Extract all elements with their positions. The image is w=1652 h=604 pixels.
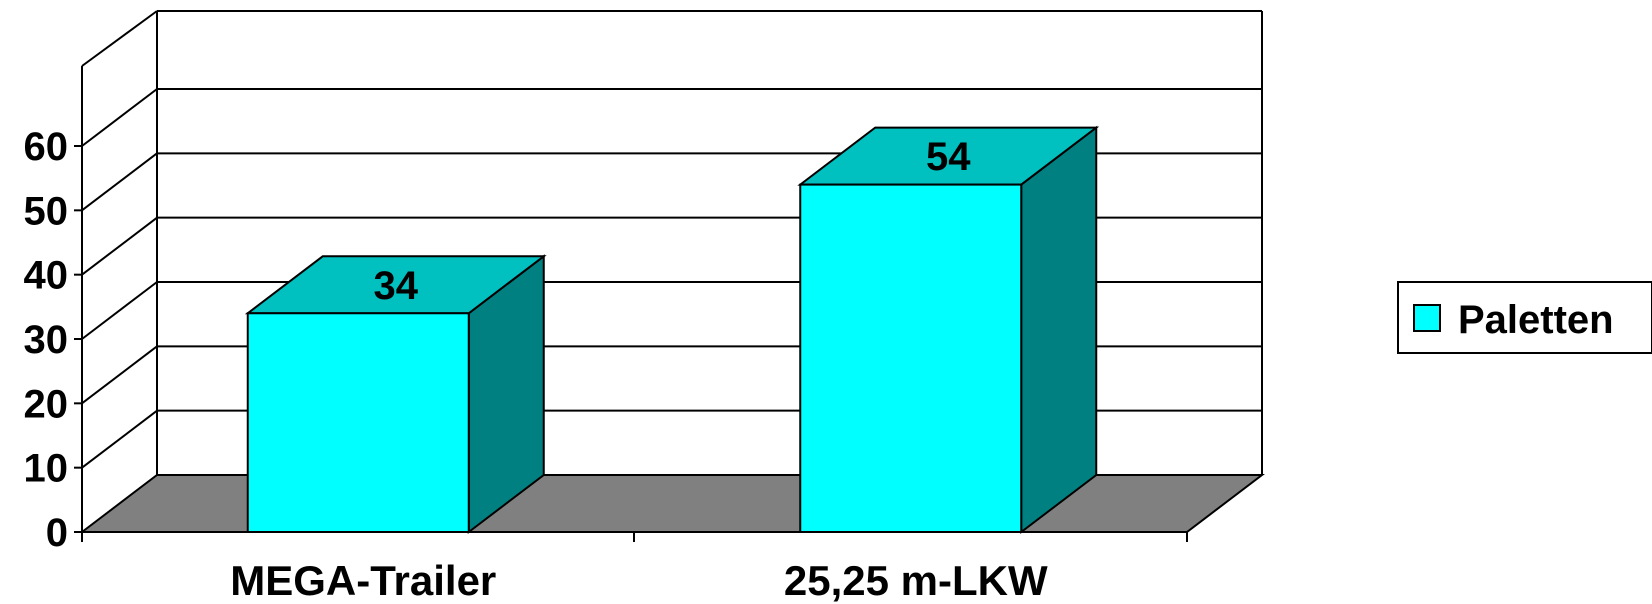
category-label: 25,25 m-LKW bbox=[784, 557, 1048, 604]
bar bbox=[244, 254, 547, 535]
y-axis-ticks: 0 10 20 30 40 50 60 bbox=[24, 125, 82, 555]
data-label: 54 bbox=[926, 135, 971, 179]
y-tick-label: 60 bbox=[24, 125, 69, 169]
data-labels: 34 54 bbox=[374, 135, 972, 308]
y-tick-label: 50 bbox=[24, 189, 69, 233]
y-tick-label: 30 bbox=[24, 318, 69, 362]
gridline-side bbox=[81, 281, 158, 340]
bar-side-face bbox=[1020, 125, 1098, 535]
bar-front-face bbox=[799, 183, 1023, 533]
gridline-side bbox=[81, 345, 158, 405]
legend-label: Paletten bbox=[1458, 298, 1614, 342]
gridline-side bbox=[81, 216, 158, 276]
y-tick-label: 20 bbox=[24, 382, 69, 426]
y-tick-label: 0 bbox=[46, 511, 68, 555]
gridline-side bbox=[81, 152, 158, 212]
legend: Paletten bbox=[1397, 281, 1652, 354]
bar-front-face bbox=[246, 312, 470, 533]
bar bbox=[797, 125, 1100, 535]
side-wall-top bbox=[81, 10, 158, 67]
gridline-side bbox=[81, 88, 158, 147]
category-labels: MEGA-Trailer 25,25 m-LKW bbox=[230, 557, 1048, 604]
y-tick-label: 10 bbox=[24, 447, 69, 491]
data-label: 34 bbox=[374, 264, 419, 308]
legend-swatch bbox=[1413, 304, 1441, 332]
y-tick-label: 40 bbox=[24, 254, 69, 298]
bars bbox=[244, 125, 1100, 535]
gridline-side bbox=[81, 409, 158, 469]
category-label: MEGA-Trailer bbox=[230, 557, 496, 604]
